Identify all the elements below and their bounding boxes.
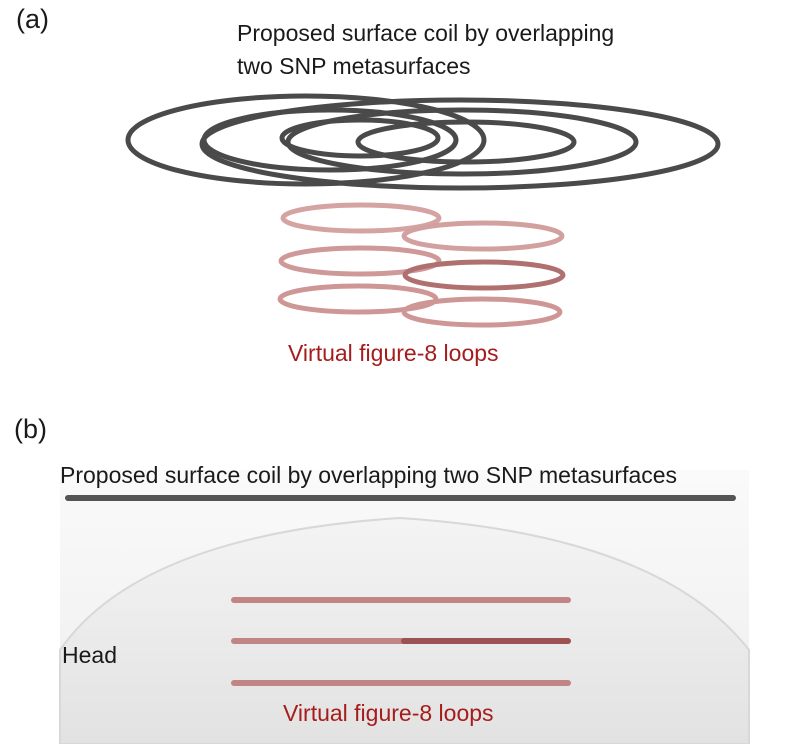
panel-a-title-line1: Proposed surface coil by overlapping	[237, 20, 615, 46]
panel-b-title: Proposed surface coil by overlapping two…	[60, 462, 678, 488]
coil-ring-small-right	[355, 119, 577, 165]
panel-a-title-line2: two SNP metasurfaces	[237, 53, 471, 79]
head-label: Head	[62, 642, 117, 668]
coil-ring-mid-right	[285, 107, 639, 177]
coil-ring-mid-left	[201, 107, 459, 173]
panel-a-virtual-label: Virtual figure-8 loops	[288, 340, 499, 366]
virtual-loop-left-top	[280, 202, 442, 234]
virtual-loops-3d	[277, 202, 566, 328]
virtual-loop-right-bot	[401, 296, 563, 328]
panel-a-label: (a)	[16, 4, 49, 34]
panel-b-label: (b)	[14, 414, 47, 444]
virtual-loop-right-mid	[402, 259, 566, 291]
virtual-loop-right-top	[401, 220, 565, 252]
panel-b-virtual-label: Virtual figure-8 loops	[283, 700, 494, 726]
head-outline	[59, 516, 750, 744]
virtual-loop-left-mid	[278, 245, 442, 277]
coil-rings	[125, 93, 721, 191]
virtual-loops-side	[231, 597, 571, 686]
coil-ring-large-left	[125, 93, 487, 187]
coil-ring-small-left	[279, 117, 441, 159]
coil-ring-large-right	[199, 97, 721, 191]
